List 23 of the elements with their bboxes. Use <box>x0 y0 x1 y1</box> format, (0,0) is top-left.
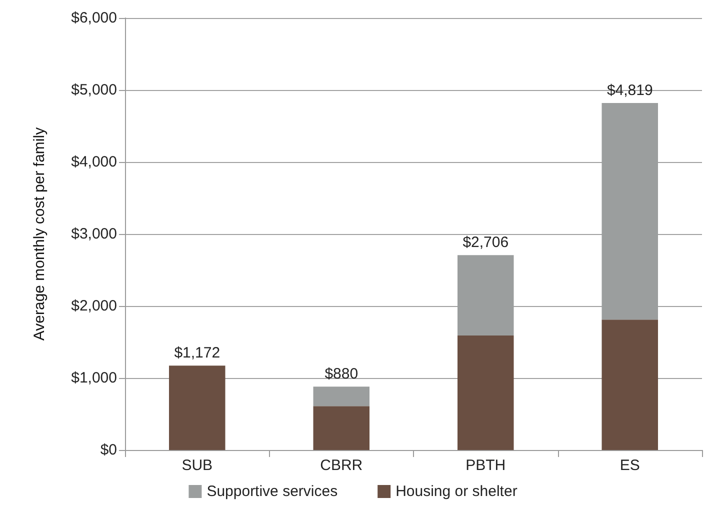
legend-label: Housing or shelter <box>396 483 518 500</box>
total-label: $4,819 <box>606 82 653 100</box>
y-tick-label: $0 <box>100 442 117 458</box>
y-tick-label: $6,000 <box>71 10 117 26</box>
y-tick-label: $2,000 <box>71 298 117 314</box>
x-tick-label: CBRR <box>320 457 363 474</box>
y-tick-label: $5,000 <box>71 82 117 98</box>
y-tick-label: $4,000 <box>71 154 117 170</box>
y-tick-label: $3,000 <box>71 226 117 242</box>
x-tick-label: SUB <box>182 457 213 474</box>
legend-label: Supportive services <box>206 483 338 500</box>
bar <box>602 320 658 450</box>
total-label: $1,172 <box>174 344 220 362</box>
bar <box>168 366 226 450</box>
bar <box>457 336 514 450</box>
total-label: $880 <box>324 366 358 383</box>
x-tick-label: PBTH <box>466 457 506 474</box>
y-axis-title: Average monthly cost per family <box>31 126 48 341</box>
x-tick-label: ES <box>620 457 640 474</box>
bar <box>313 406 370 450</box>
bar <box>313 386 370 406</box>
total-label: $2,706 <box>462 234 509 252</box>
y-tick-label: $1,000 <box>71 370 117 386</box>
